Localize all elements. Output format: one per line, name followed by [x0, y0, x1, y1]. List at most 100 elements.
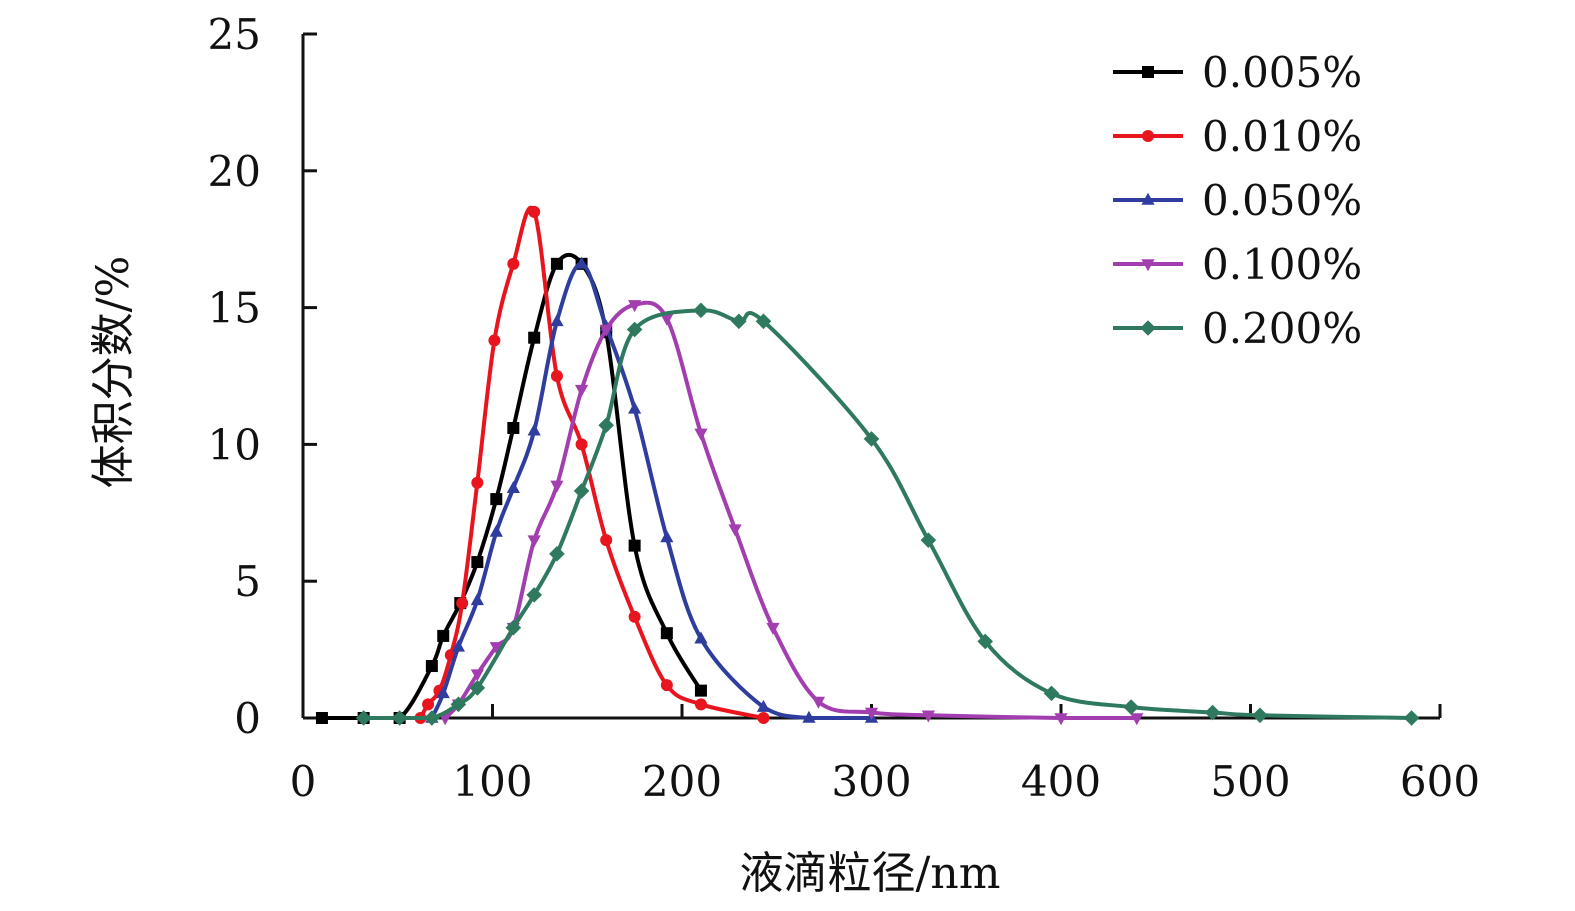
legend-marker: [1141, 259, 1155, 272]
data-point: [660, 627, 673, 640]
data-point: [315, 712, 328, 724]
data-point: [490, 493, 503, 506]
y-axis-title: 体积分数/%: [88, 256, 139, 489]
data-point: [628, 401, 642, 414]
data-point: [921, 710, 935, 723]
data-point: [355, 710, 372, 726]
axes: 0 5 10 15 20 25 0 100 200 300 400 500 600: [208, 10, 1481, 806]
data-point: [488, 334, 501, 347]
series-4: [438, 300, 1144, 726]
data-point: [1130, 713, 1144, 726]
data-point: [599, 324, 613, 337]
data-point: [573, 483, 590, 499]
data-point: [574, 256, 589, 269]
data-point: [660, 530, 674, 543]
data-point: [456, 597, 469, 610]
data-point: [728, 524, 742, 537]
data-point: [755, 313, 772, 330]
data-point: [628, 300, 642, 313]
data-point: [451, 639, 465, 652]
x-tick-label: 400: [1021, 757, 1101, 806]
x-tick-label: 500: [1210, 757, 1290, 806]
legend-item: 0.200%: [1113, 304, 1362, 353]
data-point: [450, 696, 467, 713]
data-point: [693, 302, 709, 319]
data-point: [1054, 713, 1068, 726]
legend-item: 0.050%: [1113, 176, 1362, 225]
data-point: [550, 314, 564, 327]
data-point: [527, 423, 541, 436]
data-point: [526, 587, 542, 603]
data-point: [391, 710, 408, 726]
y-tick-label: 0: [234, 694, 261, 743]
legend-label: 0.200%: [1202, 304, 1362, 353]
data-point: [628, 539, 641, 552]
y-tick-label: 25: [208, 10, 261, 59]
legend-item: 0.010%: [1113, 112, 1362, 161]
legend-label: 0.010%: [1202, 112, 1362, 161]
legend-item: 0.100%: [1113, 240, 1362, 289]
data-point: [694, 428, 708, 441]
data-point: [470, 593, 484, 606]
data-point: [694, 684, 707, 697]
data-point: [528, 205, 541, 218]
data-point: [1403, 710, 1420, 726]
data-point: [600, 534, 613, 547]
series-2: [414, 205, 770, 724]
data-point: [598, 417, 614, 434]
data-point: [549, 546, 565, 562]
data-point: [425, 660, 438, 673]
data-point: [505, 619, 522, 636]
x-tick-label: 100: [452, 757, 532, 806]
data-point: [1204, 704, 1221, 721]
data-point: [527, 535, 541, 548]
legend-item: 0.005%: [1113, 48, 1362, 97]
data-point: [628, 610, 641, 623]
legend-marker: [1141, 192, 1155, 205]
legend-label: 0.100%: [1202, 240, 1362, 289]
series-5: [355, 302, 1420, 726]
legend-label: 0.050%: [1202, 176, 1362, 225]
data-point: [574, 384, 589, 397]
data-point: [802, 710, 816, 723]
y-tick-label: 15: [208, 284, 261, 333]
data-point: [1043, 685, 1060, 702]
data-point: [469, 680, 486, 696]
data-point: [471, 476, 484, 489]
data-point: [506, 480, 520, 493]
data-point: [528, 331, 541, 344]
data-point: [811, 696, 826, 709]
data-point: [1252, 707, 1268, 724]
data-point: [660, 313, 674, 326]
data-point: [507, 421, 520, 434]
legend-marker: [1140, 320, 1156, 336]
data-point: [757, 712, 770, 724]
data-point: [550, 257, 563, 270]
data-point: [437, 629, 450, 642]
y-tick-label: 20: [208, 147, 261, 196]
data-point: [550, 480, 564, 493]
data-point: [1123, 699, 1139, 715]
y-tick-label: 5: [234, 557, 261, 606]
data-point: [550, 370, 563, 382]
x-tick-label: 300: [831, 757, 911, 806]
data-point: [575, 438, 588, 451]
data-point: [660, 679, 673, 692]
data-point: [766, 622, 780, 635]
data-point: [470, 669, 484, 682]
x-axis-title: 液滴粒径/nm: [740, 848, 1001, 899]
data-point: [436, 686, 450, 699]
x-tick-label: 200: [642, 757, 722, 806]
data-point: [863, 431, 880, 447]
y-tick-label: 10: [208, 420, 261, 469]
data-point: [731, 313, 747, 330]
legend-marker: [1142, 130, 1154, 142]
data-point: [507, 257, 520, 270]
data-point: [626, 321, 643, 338]
legend: 0.005% 0.010% 0.050% 0.100% 0.200%: [1113, 48, 1362, 353]
series-line: [361, 308, 1414, 720]
data-point: [694, 698, 707, 711]
data-point: [756, 699, 771, 712]
data-point: [471, 556, 484, 569]
legend-label: 0.005%: [1202, 48, 1362, 97]
